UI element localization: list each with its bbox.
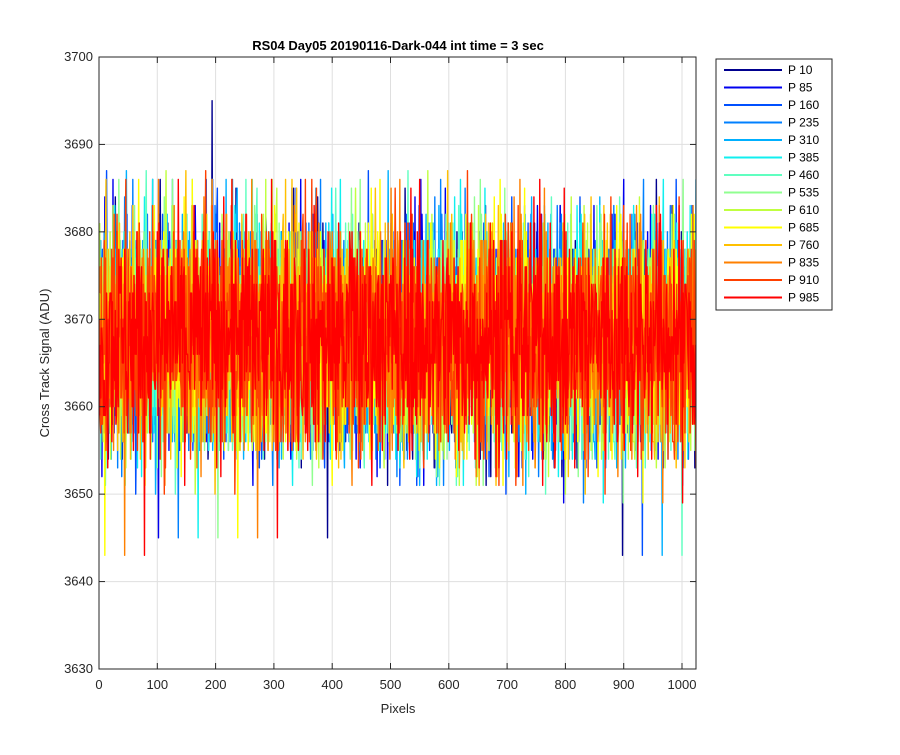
series-line <box>99 178 696 557</box>
plot-area-frame <box>98 56 697 670</box>
legend-entry: P 535 <box>788 186 819 200</box>
legend-entry: P 460 <box>788 168 819 182</box>
x-axis-label: Pixels <box>381 701 416 716</box>
y-tick-label: 3640 <box>64 574 93 589</box>
legend-entry: P 685 <box>788 221 819 235</box>
x-tick-label: 800 <box>555 677 577 692</box>
legend-entry: P 385 <box>788 151 819 165</box>
legend-entry: P 985 <box>788 291 819 305</box>
x-tick-label: 200 <box>205 677 227 692</box>
y-tick-label: 3650 <box>64 486 93 501</box>
x-tick-label: 500 <box>380 677 402 692</box>
legend-entry: P 835 <box>788 256 819 270</box>
legend-entry: P 235 <box>788 116 819 130</box>
x-tick-label: 900 <box>613 677 635 692</box>
legend-entry: P 610 <box>788 203 819 217</box>
legend-entry: P 85 <box>788 81 813 95</box>
x-tick-label: 600 <box>438 677 460 692</box>
legend-entry: P 310 <box>788 133 819 147</box>
x-tick-label: 400 <box>321 677 343 692</box>
y-tick-label: 3660 <box>64 399 93 414</box>
y-tick-label: 3700 <box>64 49 93 64</box>
legend-entry: P 160 <box>788 98 819 112</box>
y-tick-label: 3630 <box>64 661 93 676</box>
series-group <box>99 100 696 557</box>
legend: P 10 P 85 P 160 P 235 P 310 P 385 P 460 P 535 P … <box>715 58 833 311</box>
x-tick-label: 100 <box>146 677 168 692</box>
x-tick-label: 700 <box>496 677 518 692</box>
y-axis-label: Cross Track Signal (ADU) <box>37 289 52 438</box>
legend-entry: P 910 <box>788 273 819 287</box>
x-tick-label: 0 <box>95 677 102 692</box>
y-tick-label: 3680 <box>64 224 93 239</box>
x-tick-label: 300 <box>263 677 285 692</box>
legend-entry: P 760 <box>788 238 819 252</box>
legend-box <box>715 58 833 311</box>
legend-entry: P 10 <box>788 63 813 77</box>
y-tick-label: 3670 <box>64 311 93 326</box>
axis-ticks: 0 100 200 300 400 500 600 700 800 900 1000 3630 3640… <box>64 49 696 692</box>
y-tick-label: 3690 <box>64 136 93 151</box>
chart-title: RS04 Day05 20190116-Dark-044 int time = … <box>252 38 544 53</box>
x-tick-label: 1000 <box>668 677 697 692</box>
